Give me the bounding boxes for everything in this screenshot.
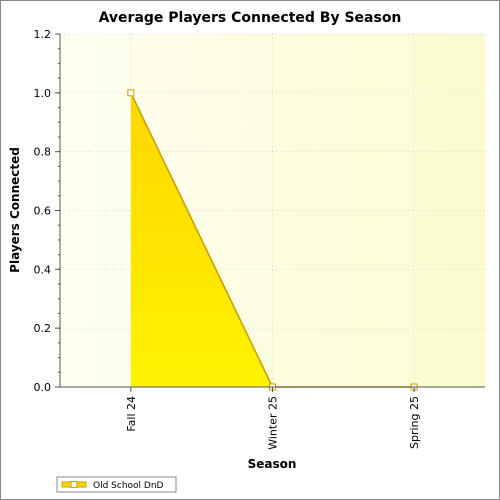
y-tick-label: 0.2 [34, 322, 52, 335]
y-tick-label: 0.8 [34, 146, 52, 159]
legend-box [56, 476, 177, 493]
x-axis-title: Season [248, 457, 297, 471]
y-tick-label: 1.2 [34, 28, 52, 41]
data-point [127, 89, 135, 97]
legend: Old School DnD [56, 476, 177, 493]
chart-title: Average Players Connected By Season [99, 10, 402, 26]
y-tick-label: 0.0 [34, 381, 52, 394]
x-tick-label: Winter 25 [267, 396, 280, 450]
x-tick-label: Fall 24 [125, 396, 138, 432]
y-axis-title: Players Connected [8, 147, 22, 273]
axes [55, 33, 485, 392]
y-tick-label: 1.0 [34, 87, 52, 100]
x-tick-labels: Fall 24 Winter 25 Spring 25 [125, 396, 421, 450]
y-tick-label: 0.4 [34, 263, 52, 276]
x-tick-label: Spring 25 [408, 396, 421, 449]
area-fill [130, 92, 415, 387]
y-tick-label: 0.6 [34, 205, 52, 218]
legend-label: Old School DnD [93, 481, 164, 491]
y-tick-labels: 0.0 0.2 0.4 0.6 0.8 1.0 1.2 [34, 28, 52, 394]
legend-marker [70, 481, 78, 488]
